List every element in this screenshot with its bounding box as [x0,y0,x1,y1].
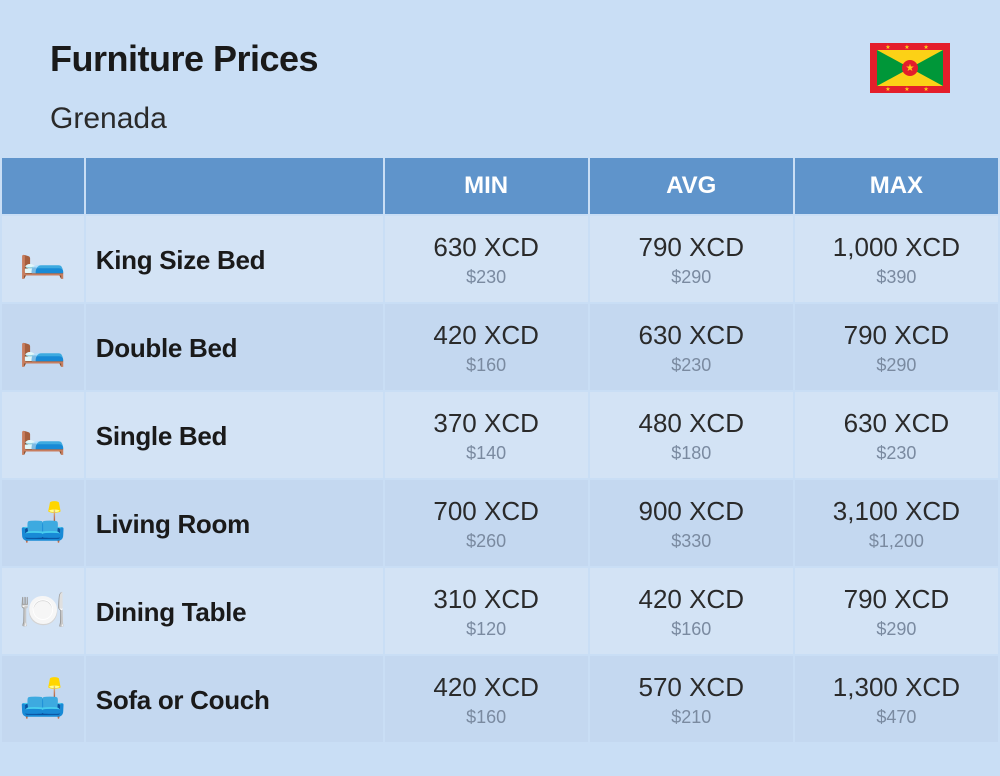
price-main: 3,100 XCD [795,496,998,527]
furniture-icon: 🛏️ [2,392,84,478]
price-min: 420 XCD $160 [385,656,588,742]
furniture-icon: 🛏️ [2,304,84,390]
furniture-name: Sofa or Couch [86,656,383,742]
furniture-icon: 🛋️ [2,656,84,742]
price-avg: 900 XCD $330 [590,480,793,566]
table-row: 🛏️King Size Bed630 XCD $230790 XCD $2901,0… [2,216,998,302]
price-main: 630 XCD [795,408,998,439]
price-avg: 420 XCD $160 [590,568,793,654]
price-main: 630 XCD [385,232,588,263]
price-sub: $180 [590,443,793,464]
price-max: 3,100 XCD $1,200 [795,480,998,566]
price-main: 630 XCD [590,320,793,351]
price-avg: 790 XCD $290 [590,216,793,302]
price-sub: $470 [795,707,998,728]
price-min: 420 XCD $160 [385,304,588,390]
table-row: 🛋️Living Room700 XCD $260900 XCD $3303,100… [2,480,998,566]
flag-icon: ★ ★ ★ ★ ★ ★ ★ [870,43,950,93]
price-sub: $390 [795,267,998,288]
price-max: 790 XCD $290 [795,304,998,390]
price-main: 900 XCD [590,496,793,527]
price-sub: $290 [795,355,998,376]
price-max: 790 XCD $290 [795,568,998,654]
furniture-name: Living Room [86,480,383,566]
furniture-name: Dining Table [86,568,383,654]
title-block: Furniture Prices Grenada [50,38,318,136]
price-sub: $160 [385,707,588,728]
furniture-name: King Size Bed [86,216,383,302]
table-row: 🛏️Double Bed420 XCD $160630 XCD $230790 XC… [2,304,998,390]
price-max: 1,300 XCD $470 [795,656,998,742]
furniture-icon: 🛋️ [2,480,84,566]
furniture-name: Single Bed [86,392,383,478]
price-avg: 630 XCD $230 [590,304,793,390]
price-main: 790 XCD [795,320,998,351]
price-main: 420 XCD [385,320,588,351]
col-max: MAX [795,158,998,214]
col-icon [2,158,84,214]
table-row: 🛋️Sofa or Couch420 XCD $160570 XCD $2101,3… [2,656,998,742]
price-sub: $210 [590,707,793,728]
header: Furniture Prices Grenada ★ ★ ★ ★ ★ ★ ★ [0,0,1000,156]
price-min: 310 XCD $120 [385,568,588,654]
price-main: 790 XCD [590,232,793,263]
price-sub: $160 [385,355,588,376]
table-header-row: MIN AVG MAX [2,158,998,214]
price-min: 630 XCD $230 [385,216,588,302]
price-main: 420 XCD [590,584,793,615]
price-main: 480 XCD [590,408,793,439]
price-main: 790 XCD [795,584,998,615]
price-sub: $230 [795,443,998,464]
price-sub: $260 [385,531,588,552]
price-avg: 570 XCD $210 [590,656,793,742]
col-avg: AVG [590,158,793,214]
price-sub: $120 [385,619,588,640]
furniture-name: Double Bed [86,304,383,390]
col-min: MIN [385,158,588,214]
price-avg: 480 XCD $180 [590,392,793,478]
page-subtitle: Grenada [50,102,318,136]
price-min: 370 XCD $140 [385,392,588,478]
furniture-icon: 🍽️ [2,568,84,654]
table-row: 🛏️Single Bed370 XCD $140480 XCD $180630 XC… [2,392,998,478]
price-sub: $230 [385,267,588,288]
price-main: 700 XCD [385,496,588,527]
price-main: 1,300 XCD [795,672,998,703]
price-max: 630 XCD $230 [795,392,998,478]
price-main: 310 XCD [385,584,588,615]
price-sub: $290 [795,619,998,640]
col-name [86,158,383,214]
price-main: 570 XCD [590,672,793,703]
price-sub: $330 [590,531,793,552]
price-main: 420 XCD [385,672,588,703]
furniture-icon: 🛏️ [2,216,84,302]
price-sub: $290 [590,267,793,288]
price-table: MIN AVG MAX 🛏️King Size Bed630 XCD$23079… [0,156,1000,744]
price-min: 700 XCD $260 [385,480,588,566]
page-title: Furniture Prices [50,38,318,80]
price-sub: $1,200 [795,531,998,552]
price-max: 1,000 XCD $390 [795,216,998,302]
price-sub: $140 [385,443,588,464]
price-main: 1,000 XCD [795,232,998,263]
price-sub: $160 [590,619,793,640]
price-main: 370 XCD [385,408,588,439]
table-row: 🍽️Dining Table310 XCD $120420 XCD $160790 … [2,568,998,654]
price-sub: $230 [590,355,793,376]
